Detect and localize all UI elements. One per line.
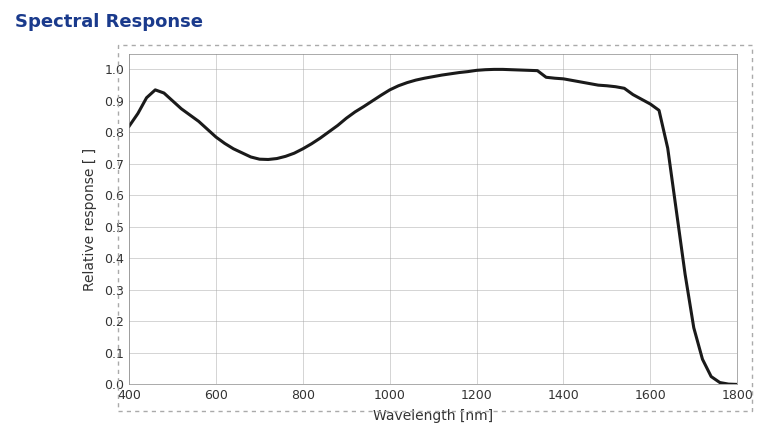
Text: Spectral Response: Spectral Response <box>15 13 203 31</box>
Y-axis label: Relative response [ ]: Relative response [ ] <box>84 148 97 291</box>
X-axis label: Wavelength [nm]: Wavelength [nm] <box>373 409 493 423</box>
